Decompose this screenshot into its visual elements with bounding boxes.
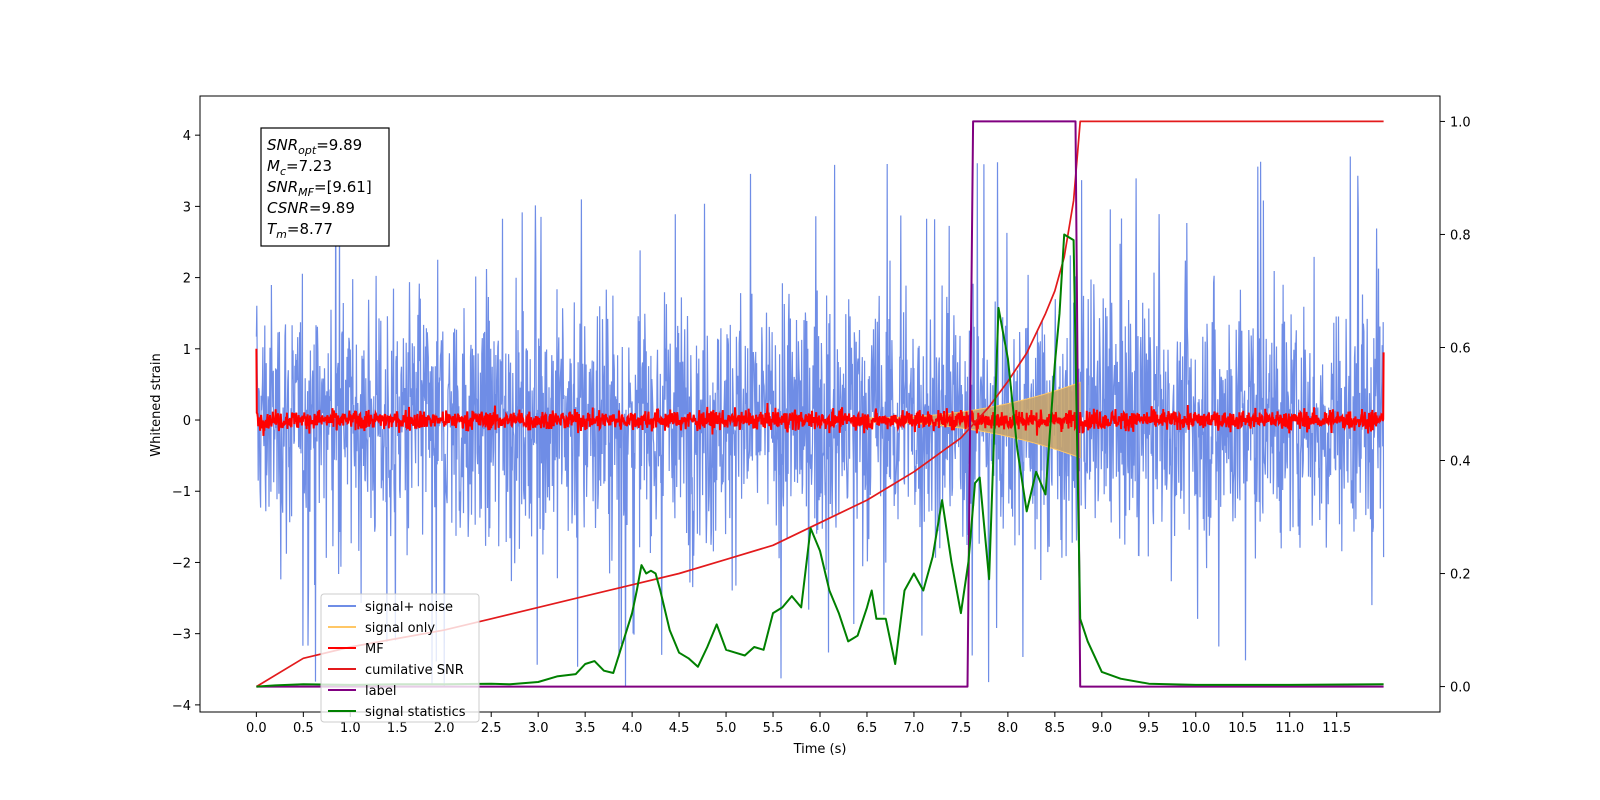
x-tick-label: 4.0 <box>622 721 643 736</box>
annotation-frame <box>260 127 390 247</box>
legend-label: cumilative SNR <box>365 663 464 678</box>
x-tick-label: 1.5 <box>387 721 408 736</box>
x-tick-label: 9.5 <box>1138 721 1159 736</box>
x-tick-label: 3.5 <box>575 721 596 736</box>
y-tick-label: −4 <box>172 699 191 714</box>
legend-label: MF <box>365 642 384 657</box>
annotation-line: Mc=7.23 <box>267 157 332 178</box>
y-tick-label: 3 <box>183 200 191 215</box>
y-tick-label: 2 <box>183 272 191 287</box>
legend-label: signal only <box>365 621 435 636</box>
series-signal-statistics <box>256 233 1384 688</box>
annotation-line: SNRMF=[9.61] <box>267 178 372 199</box>
legend: signal+ noise signal only MF cumilative SNR… <box>320 593 480 723</box>
x-tick-label: 2.0 <box>434 721 455 736</box>
x-tick-label: 6.0 <box>810 721 831 736</box>
y-axis-label: Whitened strain <box>149 353 164 456</box>
x-tick-label: 9.0 <box>1091 721 1112 736</box>
y2-tick-label: 1.0 <box>1450 115 1471 130</box>
y-tick-label: 4 <box>183 129 191 144</box>
x-tick-label: 0.5 <box>293 721 314 736</box>
y-tick-label: 0 <box>183 414 191 429</box>
legend-label: label <box>365 684 396 699</box>
y-tick-label: −2 <box>172 556 191 571</box>
x-tick-label: 7.0 <box>904 721 925 736</box>
x-tick-label: 11.5 <box>1322 721 1351 736</box>
x-tick-label: 10.5 <box>1228 721 1257 736</box>
y-tick-label: −3 <box>172 628 191 643</box>
x-tick-label: 10.0 <box>1181 721 1210 736</box>
x-tick-label: 8.5 <box>1045 721 1066 736</box>
x-tick-label: 8.0 <box>998 721 1019 736</box>
y2-tick-label: 0.8 <box>1450 228 1471 243</box>
y-tick-label: −1 <box>172 485 191 500</box>
x-tick-label: 1.0 <box>340 721 361 736</box>
x-tick-label: 11.0 <box>1275 721 1304 736</box>
y2-tick-label: 0.4 <box>1450 455 1471 470</box>
series-mf <box>255 348 1385 436</box>
x-tick-label: 0.0 <box>246 721 267 736</box>
y2-tick-label: 0.2 <box>1450 568 1471 583</box>
y2-tick-label: 0.6 <box>1450 341 1471 356</box>
x-tick-label: 5.5 <box>763 721 784 736</box>
axes: 0.0 0.5 1.0 1.5 2.0 2.5 3.0 3.5 4.0 4.5 5.0 5.5 6.0 6… <box>172 115 1471 736</box>
x-tick-label: 2.5 <box>481 721 502 736</box>
x-tick-label: 7.5 <box>951 721 972 736</box>
legend-label: signal+ noise <box>365 600 453 615</box>
legend-label: signal statistics <box>365 705 466 720</box>
x-tick-label: 6.5 <box>857 721 878 736</box>
x-axis-label: Time (s) <box>793 742 847 757</box>
series-label <box>256 120 1384 688</box>
x-tick-label: 4.5 <box>669 721 690 736</box>
x-tick-label: 3.0 <box>528 721 549 736</box>
annotation-line: SNRopt=9.89 <box>267 136 362 157</box>
annotation-line: Tm=8.77 <box>267 220 333 241</box>
legend-frame <box>320 593 480 723</box>
x-tick-label: 5.0 <box>716 721 737 736</box>
y-tick-label: 1 <box>183 343 191 358</box>
y2-tick-label: 0.0 <box>1450 681 1471 696</box>
annotation-line: CSNR=9.89 <box>267 199 355 217</box>
